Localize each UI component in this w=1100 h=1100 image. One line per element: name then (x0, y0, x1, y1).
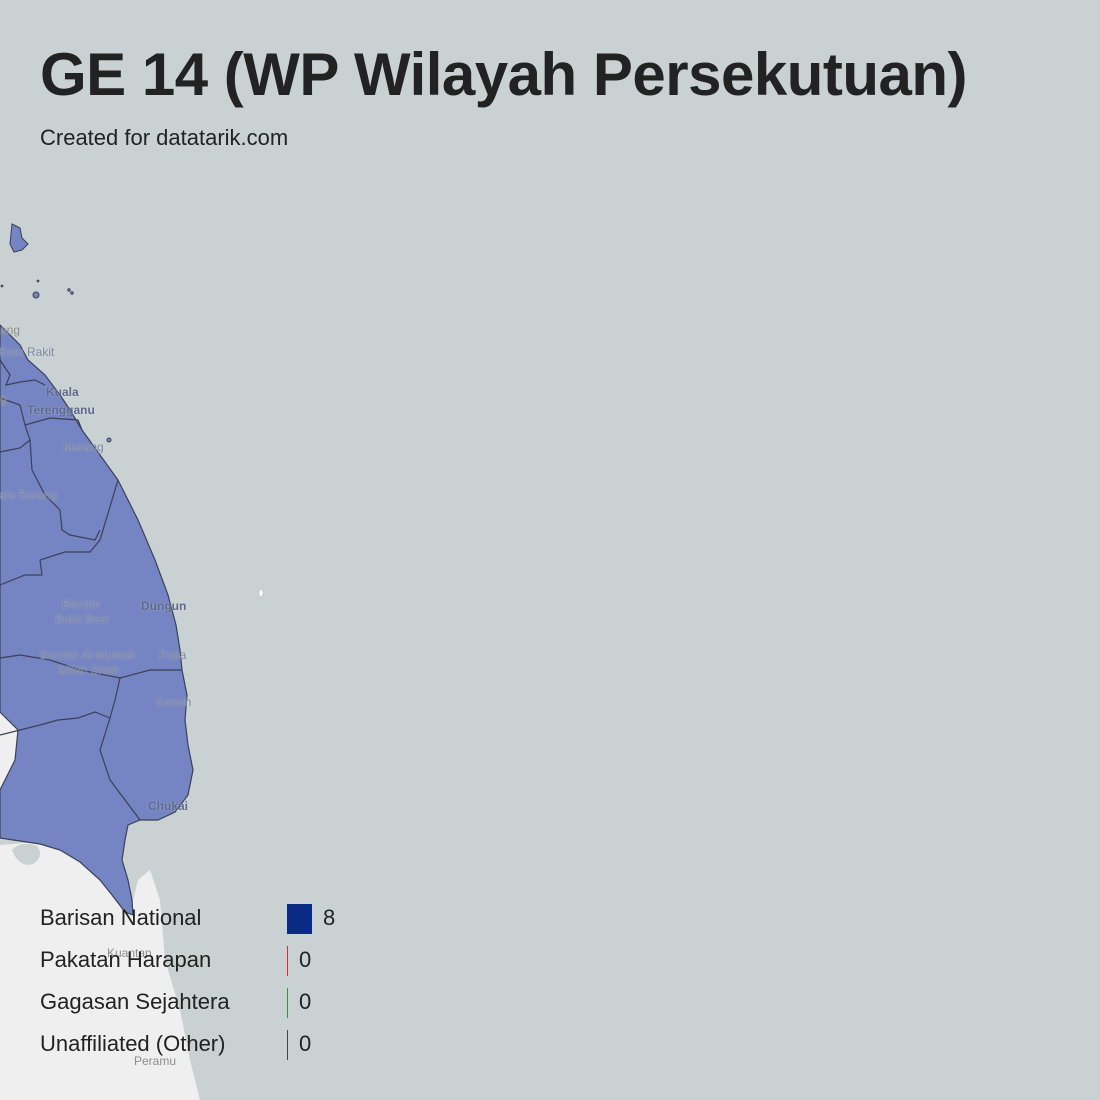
legend-swatch (287, 988, 288, 1018)
legend-count: 0 (299, 1031, 312, 1056)
legend-count: 0 (299, 989, 312, 1014)
place-label-kuala: Kuala (46, 385, 79, 399)
place-label-kuala-berang: ala Berang (0, 488, 58, 502)
place-label-paka: Paka (159, 648, 187, 662)
islet (259, 590, 263, 596)
legend-label: Pakatan Harapan (40, 947, 212, 972)
place-label-bandar: Bandar (62, 597, 101, 611)
place-label-batu-rakit: Batu Rakit (0, 345, 55, 359)
place-label-bandar-al-muktafi: Bandar Al-Muktafi (40, 648, 135, 662)
lake (12, 843, 41, 865)
legend-label: Gagasan Sejahtera (40, 989, 230, 1014)
place-label-kuantan: Kuantan (107, 946, 152, 960)
place-label: ang (0, 323, 21, 337)
legend-swatch (287, 1030, 288, 1060)
place-label-dungun: Dungun (141, 599, 187, 613)
legend-label: Unaffiliated (Other) (40, 1031, 226, 1056)
place-label-kerteh: Kerteh (156, 695, 192, 709)
page-title: GE 14 (WP Wilayah Persekutuan) (40, 41, 967, 108)
highlighted-region[interactable] (0, 324, 194, 916)
place-label-peramu: Peramu (134, 1054, 177, 1068)
place-label-billah-shah: Billah Shah (58, 663, 119, 677)
legend-label: Barisan National (40, 905, 202, 930)
legend-count: 0 (299, 947, 312, 972)
place-label: g (0, 392, 7, 406)
page-subtitle: Created for datatarik.com (40, 125, 289, 150)
legend-swatch (287, 904, 312, 934)
legend-count: 8 (323, 905, 336, 930)
legend-swatch (287, 946, 288, 976)
place-label-marang: Marang (63, 440, 104, 454)
mainland-landmass (0, 700, 200, 1100)
district-borders (0, 359, 182, 821)
islands[interactable] (0, 223, 112, 443)
place-label-terengganu: Terengganu (27, 403, 95, 417)
place-label-chukai: Chukai (148, 799, 189, 813)
place-label-bukit-besi: Bukit Besi (55, 612, 109, 626)
